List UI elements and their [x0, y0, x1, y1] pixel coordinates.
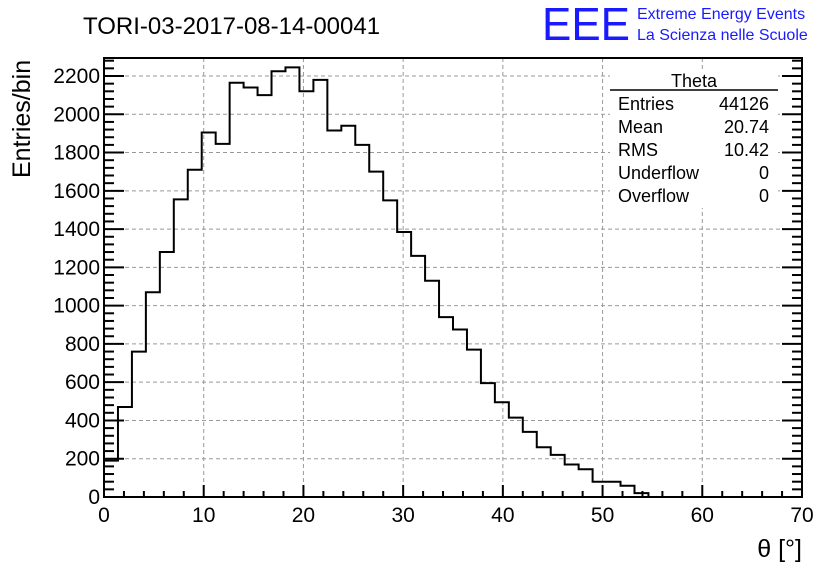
histogram-bin: [425, 281, 439, 497]
histogram-bin: [481, 383, 495, 497]
x-tick-label: 50: [591, 504, 614, 527]
histogram-bin: [565, 464, 579, 497]
histogram-bin: [355, 145, 369, 497]
histogram-bin: [174, 199, 188, 497]
chart-title: TORI-03-2017-08-14-00041: [83, 13, 380, 40]
histogram-bin: [397, 232, 411, 497]
histogram-bin: [216, 144, 230, 497]
stats-value: 44126: [719, 94, 769, 114]
histogram-bars: [103, 66, 663, 498]
histogram-bin: [160, 252, 174, 497]
histogram-bin: [188, 170, 202, 497]
y-tick-label: 1400: [53, 218, 100, 241]
y-tick-label: 2200: [53, 65, 100, 88]
x-tick-label: 60: [691, 504, 714, 527]
stats-value: 20.74: [724, 117, 769, 137]
histogram-bin: [439, 317, 453, 497]
histogram-bin: [132, 352, 146, 497]
plot-frame: [103, 57, 803, 498]
y-tick-label: 1800: [53, 142, 100, 165]
y-tick-label: 1000: [53, 295, 100, 318]
histogram-bin: [202, 132, 216, 497]
histogram-bin: [230, 83, 244, 497]
histogram-bin: [607, 482, 621, 497]
logo-mark: EEE: [542, 0, 630, 50]
histogram-outline: [103, 66, 663, 498]
y-tick-label: 200: [65, 448, 100, 471]
histogram-bin: [341, 126, 355, 497]
stats-value: 10.42: [724, 140, 769, 160]
histogram-bin: [579, 469, 593, 497]
histogram-bin: [411, 256, 425, 497]
stats-box: Theta Entries 44126 Mean 20.74 RMS 10.42 Under…: [610, 71, 778, 208]
x-tick-label: 30: [391, 504, 414, 527]
y-tick-label: 2000: [53, 103, 100, 126]
histogram-bin: [551, 455, 565, 497]
histogram-bin: [258, 95, 272, 497]
histogram-bin: [146, 292, 160, 497]
histogram-bin: [244, 87, 258, 497]
y-tick-label: 800: [65, 333, 100, 356]
y-tick-label: 0: [88, 486, 100, 509]
histogram-bin: [383, 200, 397, 497]
x-axis-label: θ [°]: [757, 535, 802, 563]
x-tick-label: 10: [192, 504, 215, 527]
histogram-bin: [299, 91, 313, 497]
stats-value: 0: [759, 186, 769, 206]
histogram-bin: [285, 67, 299, 497]
stats-label: Underflow: [618, 163, 700, 183]
histogram-bin: [523, 432, 537, 497]
histogram-bin: [327, 131, 341, 497]
histogram-bin: [509, 418, 523, 497]
logo-line2: La Scienza nelle Scuole: [637, 27, 808, 44]
x-tick-label: 40: [491, 504, 514, 527]
histogram-bin: [453, 330, 467, 497]
stats-label: Mean: [618, 117, 663, 137]
histogram-bin: [495, 402, 509, 497]
stats-label: Overflow: [618, 186, 690, 206]
y-tick-label: 600: [65, 371, 100, 394]
stats-value: 0: [759, 163, 769, 183]
axis-ticks: 0 10 20 30 40 50 60 70 0 200 400 600 800 1000 1200 1400…: [53, 59, 814, 527]
x-tick-label: 70: [790, 504, 813, 527]
x-tick-label: 0: [98, 504, 110, 527]
y-axis-label: Entries/bin: [8, 60, 36, 178]
logo-line1: Extreme Energy Events: [637, 6, 805, 23]
x-tick-label: 20: [292, 504, 315, 527]
histogram-bin: [272, 71, 286, 497]
histogram-bin: [467, 350, 481, 497]
y-tick-label: 400: [65, 409, 100, 432]
stats-label: Entries: [618, 94, 674, 114]
eee-logo: EEE Extreme Energy Events La Scienza nel…: [542, 0, 808, 50]
stats-title: Theta: [671, 71, 718, 91]
y-tick-label: 1600: [53, 180, 100, 203]
histogram-bin: [537, 447, 551, 497]
histogram-bin: [313, 80, 327, 497]
histogram-bin: [593, 482, 607, 497]
stats-label: RMS: [618, 140, 658, 160]
y-tick-label: 1200: [53, 256, 100, 279]
histogram-bin: [369, 172, 383, 497]
